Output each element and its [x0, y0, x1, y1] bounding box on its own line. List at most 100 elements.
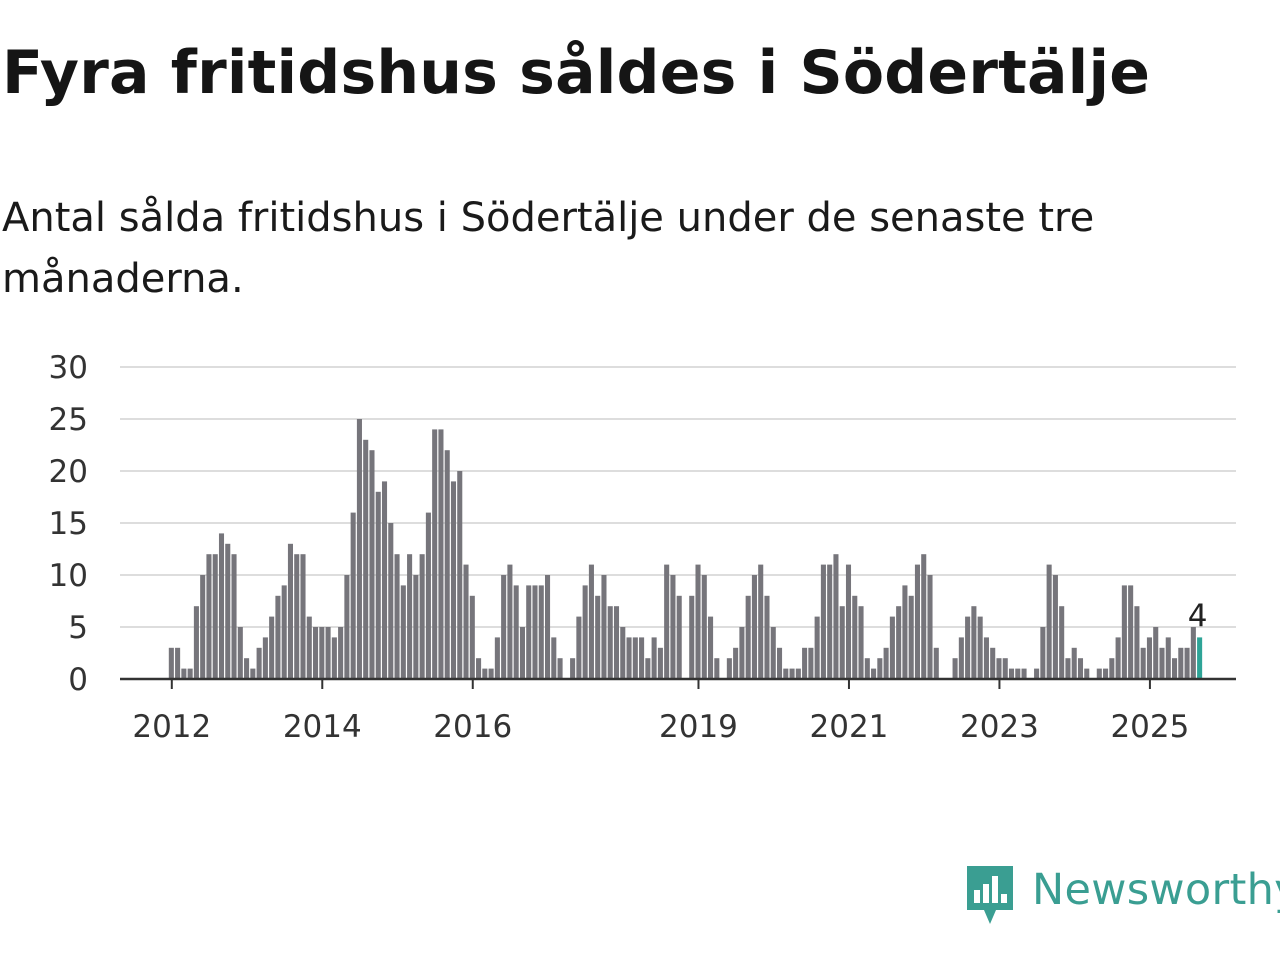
bar	[363, 439, 369, 679]
bar	[175, 647, 181, 679]
bar	[413, 575, 419, 679]
bar	[244, 658, 250, 679]
bar	[1084, 668, 1090, 679]
y-axis-ticks: 0 5 10 15 20 25 30	[49, 350, 88, 698]
bar	[626, 637, 632, 679]
bar	[275, 595, 281, 679]
bar	[1172, 658, 1178, 679]
bar	[1165, 637, 1171, 679]
bar	[482, 668, 488, 679]
bar	[168, 647, 174, 679]
bar	[262, 637, 268, 679]
bar	[513, 585, 519, 679]
bar	[1115, 637, 1121, 679]
bar	[971, 606, 977, 679]
bar	[645, 658, 651, 679]
bar	[582, 585, 588, 679]
bar	[1184, 647, 1190, 679]
bar	[802, 647, 808, 679]
bar	[689, 595, 695, 679]
bar	[1128, 585, 1134, 679]
bar	[344, 575, 350, 679]
bar	[902, 585, 908, 679]
bar	[896, 606, 902, 679]
bar	[814, 616, 820, 679]
bar	[200, 575, 206, 679]
bar	[739, 627, 745, 679]
bar	[193, 606, 199, 679]
bar	[444, 450, 450, 679]
bar	[864, 658, 870, 679]
bar	[795, 668, 801, 679]
data-label-last: 4	[1188, 598, 1208, 634]
bars	[168, 419, 1203, 679]
bar	[476, 658, 482, 679]
bar	[613, 606, 620, 679]
bar	[319, 627, 325, 679]
bar	[1146, 637, 1152, 679]
bar	[764, 595, 770, 679]
bar	[783, 668, 789, 679]
bar	[726, 658, 732, 679]
annotations: 4	[1188, 598, 1208, 634]
grid-lines	[120, 366, 1236, 628]
bar	[507, 564, 513, 679]
bar	[250, 668, 256, 679]
bar	[394, 554, 400, 679]
bar	[369, 450, 375, 679]
x-tick-label: 2023	[960, 709, 1039, 745]
bar	[419, 554, 425, 679]
bar	[676, 595, 682, 679]
bar	[538, 585, 544, 679]
bar	[883, 647, 889, 679]
x-axis-ticks: 2012 2014 2016 2019 2021 2023 2025	[132, 679, 1189, 745]
bar	[388, 523, 394, 679]
bar	[356, 419, 362, 679]
bar	[877, 658, 883, 679]
bar	[545, 575, 551, 679]
bar	[670, 575, 676, 679]
bar	[588, 564, 594, 679]
bar	[983, 637, 989, 679]
bar	[620, 627, 626, 679]
bar	[657, 647, 663, 679]
chart-title: Fyra fritidshus såldes i Södertälje	[2, 38, 1151, 108]
bar	[501, 575, 507, 679]
y-tick-label: 30	[49, 350, 88, 386]
bar	[494, 637, 500, 679]
bar	[1197, 637, 1203, 679]
bar	[237, 627, 243, 679]
bar	[632, 637, 638, 679]
bar	[1071, 647, 1077, 679]
bar	[225, 543, 231, 679]
bar	[1096, 668, 1102, 679]
bar	[381, 481, 388, 679]
bar	[745, 595, 751, 679]
bar	[576, 616, 582, 679]
x-tick-label: 2025	[1110, 709, 1189, 745]
bar	[958, 637, 964, 679]
bar	[570, 658, 576, 679]
bar	[833, 554, 839, 679]
bar	[1077, 658, 1084, 679]
bar	[1052, 575, 1058, 679]
bar	[808, 647, 814, 679]
y-tick-label: 10	[49, 558, 88, 594]
brand-name: Newsworthy	[1032, 865, 1280, 915]
bar	[551, 637, 557, 679]
bar	[306, 616, 312, 679]
bar	[212, 554, 218, 679]
bar	[400, 585, 406, 679]
bar	[1178, 647, 1184, 679]
bar	[438, 429, 444, 679]
bar	[852, 595, 858, 679]
bar	[1021, 668, 1027, 679]
bar	[1190, 627, 1196, 679]
bar	[695, 564, 701, 679]
bar	[1002, 658, 1008, 679]
bar	[181, 668, 187, 679]
bar	[432, 429, 438, 679]
x-tick-label: 2019	[659, 709, 738, 745]
bar	[601, 575, 607, 679]
bar	[714, 658, 720, 679]
